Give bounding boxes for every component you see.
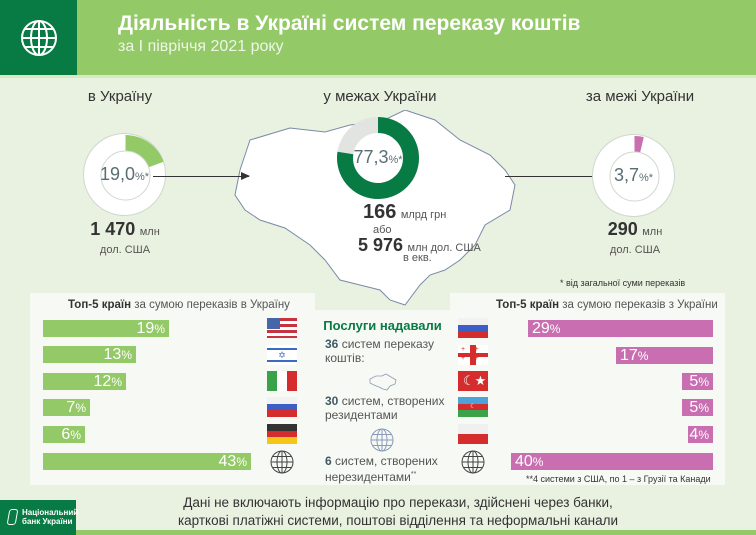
data-disclaimer: Дані не включають інформацію про переказ… bbox=[177, 495, 619, 528]
israel-flag-icon: ✡ bbox=[267, 345, 297, 365]
azerbaijan-flag-icon: ☾ bbox=[458, 397, 488, 417]
inbound-donut: 19,0%* bbox=[83, 133, 166, 216]
globe-icon bbox=[20, 19, 57, 56]
turkey-flag-icon: ☾★ bbox=[458, 371, 488, 391]
globe-icon bbox=[461, 450, 485, 474]
domestic-donut: 77,3%* bbox=[337, 117, 419, 199]
russia-flag-icon bbox=[458, 318, 488, 338]
outbound-top5-title: Топ-5 країн за сумою переказів з України bbox=[496, 299, 718, 311]
outbound-arrow bbox=[505, 172, 604, 180]
services-panel: Послуги надавали 36 систем переказу кошт… bbox=[315, 310, 450, 485]
domestic-equiv: в екв. bbox=[403, 252, 432, 264]
domestic-amount-uah: 166 млрд грн bbox=[363, 201, 447, 223]
page-subtitle: за І півріччя 2021 року bbox=[118, 38, 284, 55]
services-residents: 30 систем, створених резидентами bbox=[325, 394, 445, 422]
services-nonresidents: 6 систем, створених нерезидентами** bbox=[325, 454, 438, 484]
footer-stripe bbox=[76, 530, 756, 535]
usa-flag-icon bbox=[267, 318, 297, 338]
germany-flag-icon bbox=[267, 424, 297, 444]
inbound-bar-other: 43% bbox=[43, 453, 251, 470]
inbound-top5-title: Топ-5 країн за сумою переказів в Україну bbox=[68, 299, 290, 311]
header-divider bbox=[0, 75, 756, 78]
page-title: Діяльність в Україні систем переказу кош… bbox=[118, 12, 581, 35]
inbound-bar-italy: 12% bbox=[43, 373, 126, 390]
outbound-donut: 3,7%* bbox=[592, 134, 675, 217]
inbound-bar-usa: 19% bbox=[43, 320, 169, 337]
inbound-bar-germany: 6% bbox=[43, 426, 85, 443]
percent-footnote: * від загальної суми переказів bbox=[560, 278, 686, 288]
outbound-bar-azerbaijan: 5% bbox=[682, 399, 713, 416]
domestic-percent: 77,3%* bbox=[353, 147, 403, 167]
nonresident-footnote: **4 системи з США, по 1 – з Грузії та Ка… bbox=[526, 474, 711, 484]
nbu-logo-icon bbox=[6, 509, 19, 525]
inbound-amount: 1 470 млн дол. США bbox=[90, 219, 160, 256]
italy-flag-icon bbox=[267, 371, 297, 391]
russia-flag-icon bbox=[267, 397, 297, 417]
domestic-amount-usd: 5 976 млн дол. США bbox=[358, 235, 481, 255]
domestic-or: або bbox=[373, 224, 392, 236]
services-title: Послуги надавали bbox=[323, 318, 442, 333]
header-banner: Діяльність в Україні систем переказу кош… bbox=[0, 0, 756, 75]
inbound-percent: 19,0%* bbox=[99, 164, 150, 184]
globe-icon bbox=[270, 450, 294, 474]
outbound-bar-turkey: 5% bbox=[682, 373, 713, 390]
inbound-bar-russia: 7% bbox=[43, 399, 90, 416]
poland-flag-icon bbox=[458, 424, 488, 444]
services-total: 36 систем переказу коштів: bbox=[325, 337, 434, 365]
inbound-arrow bbox=[153, 172, 250, 180]
globe-icon bbox=[370, 428, 394, 452]
outbound-percent: 3,7%* bbox=[613, 165, 654, 185]
nbu-logo: Національний банк України bbox=[0, 500, 78, 535]
outbound-amount: 290 млн дол. США bbox=[607, 219, 663, 256]
inbound-bar-israel: 13% bbox=[43, 346, 136, 363]
outbound-bar-russia: 29% bbox=[528, 320, 713, 337]
outbound-title: за межі України bbox=[585, 88, 695, 105]
outbound-bar-other: 40% bbox=[511, 453, 713, 470]
outbound-bar-poland: 4% bbox=[688, 426, 713, 443]
ukraine-map bbox=[234, 110, 516, 306]
outbound-bar-georgia: 17% bbox=[616, 347, 713, 364]
inbound-title: в Україну bbox=[87, 88, 153, 105]
header-logo-box bbox=[0, 0, 77, 75]
georgia-flag-icon: + + + + bbox=[458, 345, 488, 365]
ukraine-outline-icon bbox=[369, 373, 397, 391]
domestic-title: у межах України bbox=[323, 88, 437, 105]
